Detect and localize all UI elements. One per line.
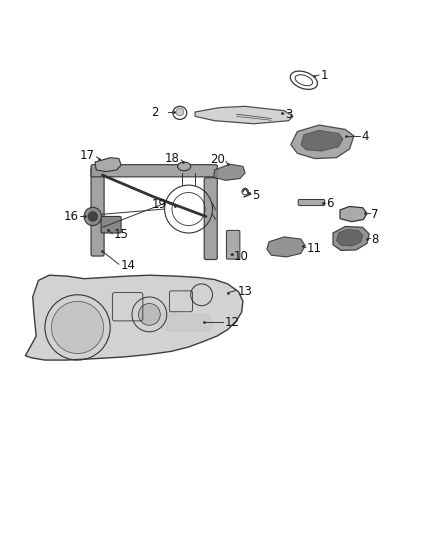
Polygon shape [333, 227, 369, 251]
FancyBboxPatch shape [204, 177, 217, 260]
Text: 13: 13 [237, 285, 252, 298]
Polygon shape [214, 164, 245, 180]
Circle shape [138, 303, 160, 325]
Text: 11: 11 [307, 242, 322, 255]
FancyBboxPatch shape [91, 168, 104, 256]
Polygon shape [25, 275, 243, 360]
Ellipse shape [178, 162, 191, 171]
FancyBboxPatch shape [101, 216, 121, 233]
Circle shape [51, 301, 104, 353]
Text: 10: 10 [233, 249, 248, 263]
Text: 6: 6 [326, 197, 334, 210]
Text: 18: 18 [165, 152, 180, 165]
Polygon shape [95, 158, 121, 172]
Ellipse shape [88, 212, 98, 221]
FancyBboxPatch shape [226, 230, 240, 259]
FancyBboxPatch shape [91, 165, 217, 177]
Text: 17: 17 [80, 149, 95, 163]
Ellipse shape [84, 207, 102, 225]
Text: 8: 8 [371, 232, 378, 246]
Text: 16: 16 [64, 210, 78, 223]
Text: 19: 19 [152, 198, 167, 211]
Text: 3: 3 [286, 108, 293, 121]
Polygon shape [267, 237, 305, 257]
Ellipse shape [176, 108, 184, 116]
Polygon shape [291, 125, 354, 158]
Polygon shape [336, 230, 363, 246]
Text: 14: 14 [120, 259, 135, 272]
Text: 1: 1 [321, 69, 328, 82]
Text: 15: 15 [114, 228, 128, 241]
Polygon shape [340, 206, 367, 222]
Ellipse shape [204, 317, 212, 329]
Polygon shape [195, 107, 293, 124]
Text: 4: 4 [362, 130, 369, 143]
Text: 20: 20 [210, 154, 225, 166]
Text: 2: 2 [152, 107, 159, 119]
Text: 7: 7 [371, 208, 378, 221]
Text: 12: 12 [224, 316, 239, 329]
FancyBboxPatch shape [298, 199, 325, 206]
Polygon shape [301, 130, 343, 151]
Text: 5: 5 [252, 189, 259, 202]
Ellipse shape [157, 312, 181, 329]
FancyBboxPatch shape [167, 315, 210, 332]
